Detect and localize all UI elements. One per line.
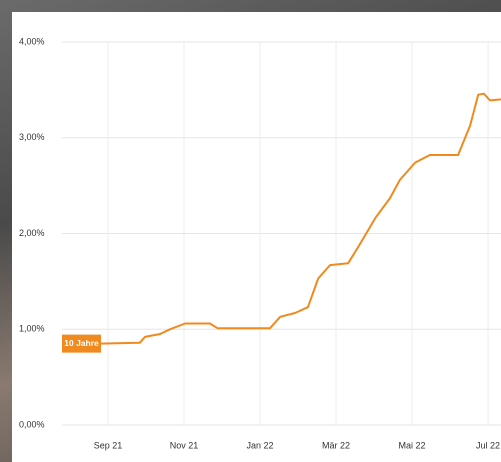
y-tick-label: 2,00% (19, 228, 45, 238)
x-tick-label: Nov 21 (170, 440, 199, 450)
screen: 0,00% 1,00% 2,00% 3,00% 4,00% Sep 21 Nov 21 Jan… (0, 0, 501, 462)
x-tick-label: Mai 22 (399, 440, 426, 450)
series-label: 10 Jahre (62, 335, 101, 353)
x-tick-label: Jul 22 (476, 440, 500, 450)
x-tick-label: Jan 22 (247, 440, 274, 450)
series-label-text: 10 Jahre (64, 338, 99, 348)
line-series (100, 94, 501, 344)
x-tick-label: Mär 22 (322, 440, 350, 450)
y-tick-label: 0,00% (19, 419, 45, 429)
x-tick-label: Sep 21 (94, 440, 123, 450)
y-tick-label: 1,00% (19, 324, 45, 334)
y-tick-label: 4,00% (19, 36, 45, 46)
chart: 0,00% 1,00% 2,00% 3,00% 4,00% Sep 21 Nov 21 Jan… (0, 0, 501, 462)
y-tick-label: 3,00% (19, 132, 45, 142)
